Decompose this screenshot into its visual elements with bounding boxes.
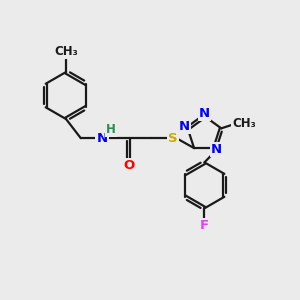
Text: N: N: [96, 132, 108, 145]
Text: CH₃: CH₃: [54, 45, 78, 58]
Text: N: N: [211, 143, 222, 156]
Text: F: F: [200, 219, 209, 232]
Text: CH₃: CH₃: [232, 117, 256, 130]
Text: S: S: [168, 132, 178, 145]
Text: N: N: [199, 107, 210, 120]
Text: O: O: [123, 159, 134, 172]
Text: N: N: [178, 120, 190, 134]
Text: H: H: [106, 123, 116, 136]
